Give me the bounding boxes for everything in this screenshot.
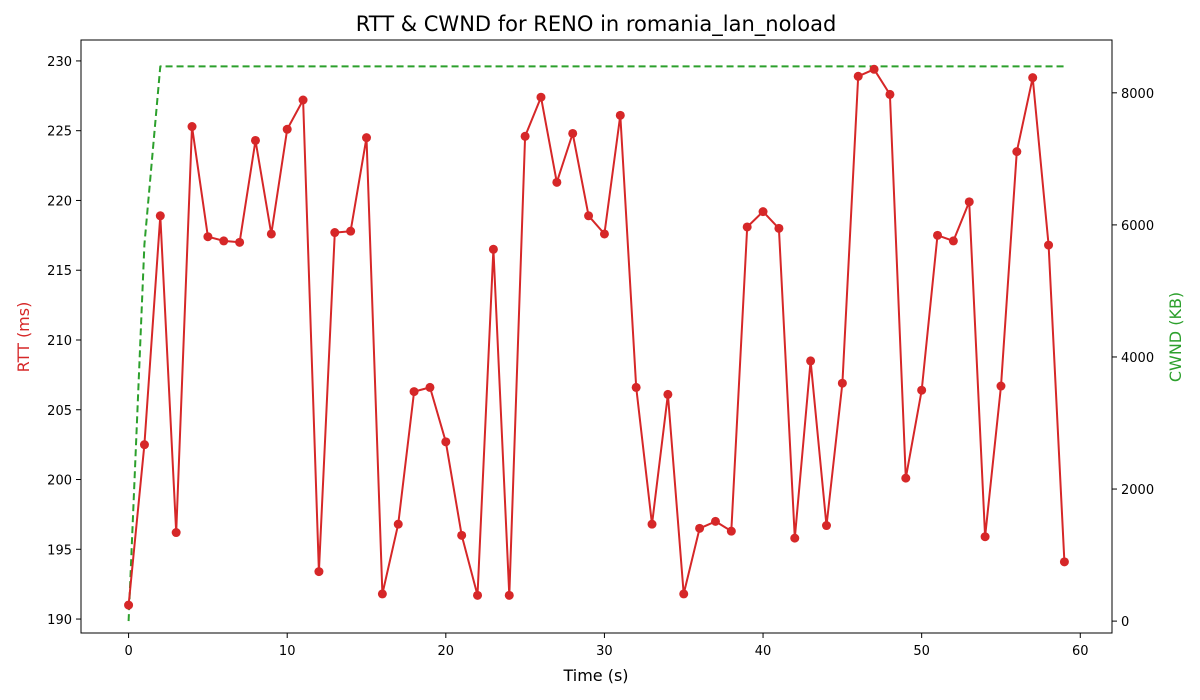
rtt-point xyxy=(996,381,1006,391)
y-left-tick-label: 230 xyxy=(47,55,72,70)
rtt-point xyxy=(1059,557,1069,567)
rtt-point xyxy=(663,389,673,399)
y-left-tick-label: 190 xyxy=(47,613,72,628)
x-tick-label: 20 xyxy=(438,644,455,659)
rtt-point xyxy=(362,133,372,143)
rtt-point xyxy=(821,521,831,531)
rtt-point xyxy=(314,567,324,577)
rtt-point xyxy=(901,473,911,483)
y-right-tick-label: 8000 xyxy=(1121,87,1154,102)
rtt-point xyxy=(1028,73,1038,83)
rtt-point xyxy=(885,89,895,99)
x-axis-label: Time (s) xyxy=(562,666,628,685)
rtt-point xyxy=(1044,240,1054,250)
x-tick-label: 30 xyxy=(596,644,613,659)
rtt-point xyxy=(806,356,816,366)
x-tick-label: 40 xyxy=(755,644,772,659)
rtt-series xyxy=(124,64,1069,610)
rtt-point xyxy=(282,124,292,134)
rtt-point xyxy=(504,590,514,600)
rtt-point xyxy=(520,131,530,141)
rtt-point xyxy=(346,226,356,236)
rtt-point xyxy=(774,223,784,233)
rtt-point xyxy=(298,95,308,105)
rtt-point xyxy=(187,122,197,132)
x-tick-label: 0 xyxy=(124,644,132,659)
y-left-tick-label: 220 xyxy=(47,194,72,209)
rtt-point xyxy=(695,523,705,533)
x-axis: 0 10 20 30 40 50 60 xyxy=(124,633,1089,659)
y-right-tick-label: 0 xyxy=(1121,615,1129,630)
rtt-point xyxy=(219,236,229,246)
cwnd-line xyxy=(127,65,1065,622)
y-left-tick-label: 215 xyxy=(47,264,72,279)
y-left-tick-label: 205 xyxy=(47,404,72,419)
rtt-point xyxy=(457,530,467,540)
y-left-tick-label: 210 xyxy=(47,334,72,349)
rtt-point xyxy=(203,232,213,242)
rtt-point xyxy=(425,382,435,392)
plot-frame xyxy=(80,39,1113,634)
rtt-point xyxy=(552,177,562,187)
rtt-point xyxy=(710,516,720,526)
rtt-point xyxy=(235,237,245,247)
rtt-line xyxy=(127,68,1066,606)
rtt-point xyxy=(330,228,340,238)
rtt-point xyxy=(647,519,657,529)
y-right-tick-label: 6000 xyxy=(1121,219,1154,234)
rtt-point xyxy=(393,519,403,529)
x-tick-label: 10 xyxy=(279,644,296,659)
y-axis-right-label: CWND (KB) xyxy=(1166,292,1185,382)
rtt-point xyxy=(726,526,736,536)
y-axis-right: 0 2000 4000 6000 8000 xyxy=(1112,87,1154,630)
y-left-tick-label: 200 xyxy=(47,474,72,489)
rtt-point xyxy=(790,533,800,543)
rtt-point xyxy=(536,92,546,102)
rtt-point xyxy=(631,382,641,392)
rtt-point xyxy=(441,437,451,447)
rtt-point xyxy=(377,589,387,599)
y-left-tick-label: 195 xyxy=(47,543,72,558)
cwnd-series xyxy=(127,65,1065,622)
rtt-point xyxy=(584,211,594,221)
rtt-point xyxy=(409,387,419,397)
rtt-point xyxy=(742,222,752,232)
rtt-point xyxy=(250,135,260,145)
rtt-point xyxy=(917,385,927,395)
x-tick-label: 50 xyxy=(913,644,930,659)
rtt-point xyxy=(124,600,134,610)
rtt-point xyxy=(964,197,974,207)
rtt-point xyxy=(933,230,943,240)
rtt-point xyxy=(679,589,689,599)
rtt-point xyxy=(853,71,863,81)
x-tick-label: 60 xyxy=(1072,644,1089,659)
y-right-tick-label: 2000 xyxy=(1121,483,1154,498)
rtt-point xyxy=(568,128,578,138)
rtt-point xyxy=(139,440,149,450)
rtt-point xyxy=(758,207,768,217)
rtt-point xyxy=(266,229,276,239)
rtt-point xyxy=(473,590,483,600)
rtt-point xyxy=(599,229,609,239)
rtt-point xyxy=(155,211,165,221)
y-left-tick-label: 225 xyxy=(47,125,72,140)
rtt-point xyxy=(171,528,181,538)
rtt-point xyxy=(1012,147,1022,157)
rtt-point xyxy=(837,378,847,388)
rtt-point xyxy=(488,244,498,254)
rtt-point xyxy=(948,236,958,246)
rtt-point xyxy=(615,110,625,120)
chart-title: RTT & CWND for RENO in romania_lan_noloa… xyxy=(356,12,837,37)
y-axis-left-label: RTT (ms) xyxy=(14,302,33,373)
rtt-point xyxy=(980,532,990,542)
y-axis-left: 190 195 200 205 210 215 220 225 230 xyxy=(47,55,81,628)
y-right-tick-label: 4000 xyxy=(1121,351,1154,366)
rtt-point xyxy=(869,64,879,74)
